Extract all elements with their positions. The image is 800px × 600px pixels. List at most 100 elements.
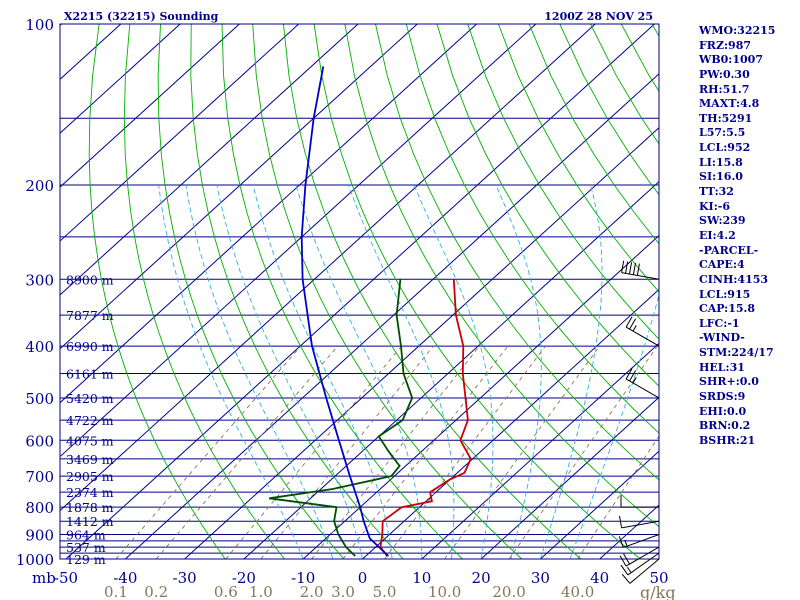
mixing-ratio-line	[577, 435, 659, 559]
temperature-tick-label: 10	[412, 569, 431, 587]
dry-adiabat	[123, 24, 285, 559]
mixing-ratio-line	[260, 345, 434, 559]
pressure-tick-label: 200	[25, 177, 54, 195]
isotherm-line	[60, 24, 596, 512]
moist-adiabat	[185, 185, 334, 559]
height-label: 1878 m	[66, 500, 114, 515]
dry-adiabat	[221, 24, 463, 559]
height-label: 4075 m	[66, 433, 114, 448]
dewpoint-trace	[269, 279, 414, 557]
sounding-indices-panel: WMO:32215 FRZ:987 WB0:1007 PW:0.30 RH:51.7 MA…	[699, 24, 799, 449]
mixing-ratio-label: 0.6	[214, 583, 238, 600]
wind-barb	[620, 495, 659, 508]
temperature-trace	[379, 279, 472, 557]
mixing-ratio-unit-label: g/kg	[640, 583, 676, 600]
mixing-ratio-labels: 0.1 0.2 0.6 1.0 2.0 3.0 5.0 10.0 20.0 40.0	[104, 583, 594, 600]
wind-barb-tick	[623, 553, 630, 565]
mixing-ratio-line	[342, 345, 509, 559]
isotherm-line	[184, 127, 659, 559]
mixing-ratio-label: 20.0	[492, 583, 525, 600]
index-value: -WIND-	[699, 331, 745, 345]
temperature-tick-label: 50	[649, 569, 668, 587]
mixing-ratio-line	[384, 345, 546, 559]
wind-barb	[619, 515, 660, 529]
index-value: LI:15.8	[699, 155, 743, 169]
wind-barb-tick	[621, 573, 631, 584]
wind-barb-tick	[632, 262, 636, 275]
temperature-tick-label: -40	[113, 569, 137, 587]
index-value: BRN:0.2	[699, 419, 751, 433]
dry-adiabat	[190, 24, 404, 559]
isotherm-line	[60, 24, 359, 296]
wind-barb	[625, 316, 660, 347]
temperature-tick-label: 30	[531, 569, 550, 587]
isotherm-line	[540, 450, 659, 559]
moist-adiabat	[413, 184, 494, 559]
wind-barb-tick	[625, 316, 633, 328]
wind-barb-staff	[625, 326, 660, 347]
index-value: LCL:915	[699, 287, 751, 301]
wind-barb-tick	[624, 539, 628, 547]
index-value: WB0:1007	[699, 53, 763, 67]
dry-adiabat	[157, 24, 345, 559]
moist-adiabat	[569, 293, 659, 559]
index-value: HEL:31	[699, 360, 745, 374]
wind-barb-tick	[619, 515, 623, 528]
dry-adiabat	[467, 24, 659, 340]
pressure-tick-label: 500	[25, 390, 54, 408]
wind-barb-tick	[636, 263, 640, 276]
index-value: PW:0.30	[699, 67, 750, 81]
mixing-ratio-label: 3.0	[331, 583, 355, 600]
isotherm-line	[60, 24, 477, 404]
wind-barb-tick	[619, 555, 627, 567]
valid-time: 1200Z 28 NOV 25	[544, 10, 653, 23]
mixing-ratio-line	[444, 345, 600, 559]
height-labels: 8900 m 7877 m 6990 m 6161 m 5420 m 4722 m 4075…	[66, 272, 114, 567]
sounding-traces	[269, 66, 472, 557]
moist-adiabat	[252, 184, 393, 559]
pressure-tick-label: 900	[25, 527, 54, 545]
height-label: 537 m	[66, 540, 106, 555]
moist-adiabat	[216, 185, 363, 559]
mixing-ratio-line	[225, 345, 402, 559]
moist-adiabat	[295, 184, 423, 559]
isotherm-line	[0, 24, 2, 559]
temperature-tick-labels: -50 -40 -30 -20 -10 0 10 20 30 40 50	[54, 569, 669, 587]
dry-adiabat	[405, 24, 659, 434]
wind-barb-tick	[625, 261, 629, 274]
index-value: CAPE:4	[699, 258, 745, 272]
pressure-tick-label: 1000	[16, 551, 54, 569]
temperature-tick-label: 40	[590, 569, 609, 587]
temperature-tick-label: -20	[232, 569, 256, 587]
index-value: BSHR:21	[699, 433, 756, 447]
wind-barb-tick	[632, 325, 637, 332]
wind-barb-tick	[632, 376, 637, 384]
wind-barb-tick	[620, 564, 629, 576]
moist-adiabat	[348, 184, 455, 559]
index-value: FRZ:987	[699, 38, 752, 52]
wind-barb	[619, 546, 660, 567]
index-value: MAXT:4.8	[699, 97, 760, 111]
mixing-ratio-line	[155, 345, 339, 559]
wind-barb-tick	[625, 368, 633, 380]
wind-barb	[621, 260, 660, 280]
index-value: WMO:32215	[699, 24, 776, 37]
index-value: RH:51.7	[699, 82, 750, 96]
wind-barb-staff	[621, 272, 660, 280]
height-label: 5420 m	[66, 391, 114, 406]
pressure-tick-label: 600	[25, 432, 54, 450]
pressure-tick-label: 300	[25, 271, 54, 289]
wind-barb-tick	[626, 566, 632, 573]
height-label: 6161 m	[66, 366, 114, 381]
moist-adiabat	[495, 184, 542, 559]
index-value: STM:224/17	[699, 346, 774, 360]
height-label: 964 m	[66, 528, 106, 543]
wind-barb	[621, 558, 660, 584]
wind-barb	[620, 552, 660, 576]
index-value: SI:16.0	[699, 170, 743, 184]
index-value: TT:32	[699, 185, 734, 199]
isotherm-line	[60, 24, 537, 458]
pressure-tick-label: 700	[25, 468, 54, 486]
dry-adiabat	[436, 24, 659, 387]
